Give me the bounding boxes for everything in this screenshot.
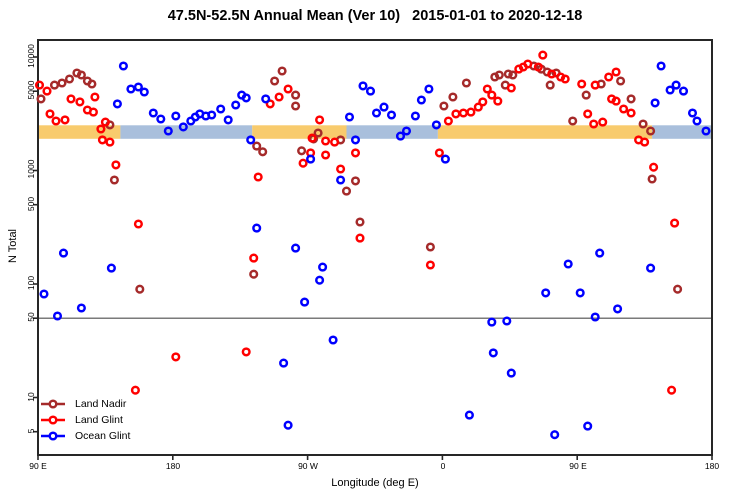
y-tick-1000: 1000 [26, 159, 36, 179]
y-tick-50: 50 [26, 312, 36, 322]
legend-label-ocean-glint: Ocean Glint [75, 430, 131, 442]
y-tick-100: 100 [26, 275, 36, 291]
ocean-glint-marker-icon [41, 431, 65, 441]
legend: Land Nadir Land Glint Ocean Glint [40, 396, 130, 444]
y-tick-500: 500 [26, 196, 36, 212]
x-tick-180-2: 180 [704, 461, 720, 471]
land-glint-marker-icon [41, 415, 65, 425]
y-axis-label: N Total [7, 228, 19, 264]
chart-title: 47.5N-52.5N Annual Mean (Ver 10) 2015-01… [167, 8, 583, 24]
x-tick-90e-1: 90 E [29, 461, 47, 471]
x-tick-0: 0 [440, 461, 446, 471]
legend-label-land-glint: Land Glint [75, 414, 123, 426]
y-tick-5: 5 [26, 428, 36, 434]
x-tick-90w: 90 W [298, 461, 318, 471]
y-tick-10000: 10000 [26, 44, 36, 68]
x-tick-180-1: 180 [165, 461, 181, 471]
y-tick-5000: 5000 [26, 80, 36, 100]
x-axis-label: Longitude (deg E) [331, 477, 419, 489]
legend-item-ocean-glint: Ocean Glint [40, 428, 130, 444]
y-tick-10: 10 [26, 392, 36, 402]
legend-label-land-nadir: Land Nadir [75, 398, 127, 410]
legend-item-land-glint: Land Glint [40, 412, 130, 428]
land-nadir-marker-icon [41, 399, 65, 409]
x-tick-90e-2: 90 E [569, 461, 587, 471]
legend-item-land-nadir: Land Nadir [40, 396, 130, 412]
